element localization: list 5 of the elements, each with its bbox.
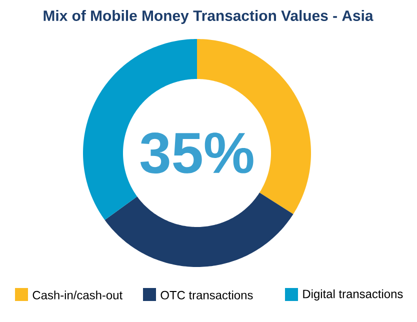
chart-title: Mix of Mobile Money Transaction Values - Asia (44, 10, 374, 24)
legend-label: Digital transactions (303, 289, 403, 301)
legend-label: OTC transactions (160, 290, 253, 300)
legend-label: Cash-in/cash-out (32, 290, 122, 300)
text: 35% (140, 132, 254, 174)
